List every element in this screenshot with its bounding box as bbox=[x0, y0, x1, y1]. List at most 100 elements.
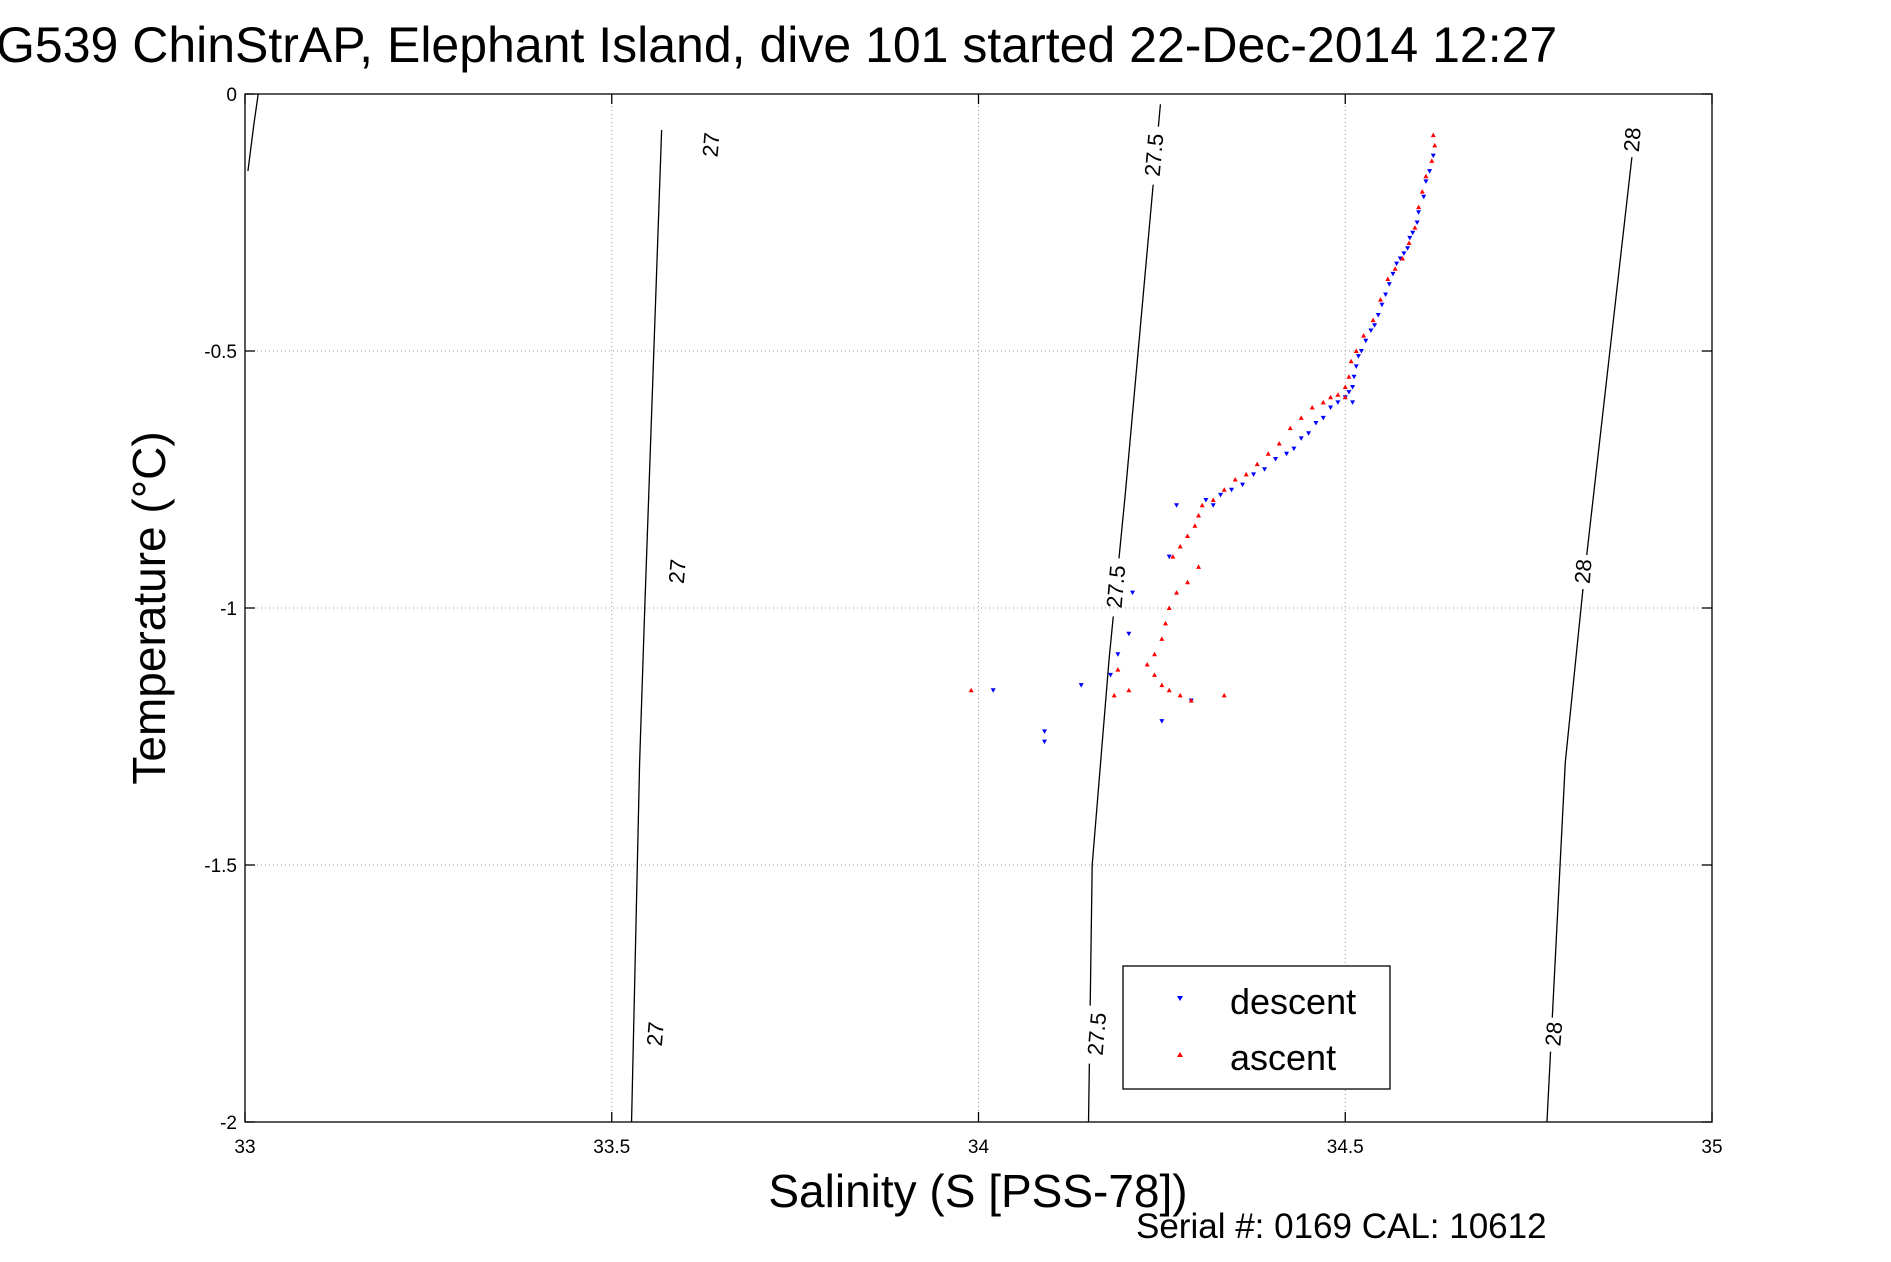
descent-point bbox=[1229, 487, 1235, 493]
isopycnal-label: 27 bbox=[698, 131, 725, 158]
series-descent bbox=[990, 153, 1436, 745]
ascent-point bbox=[1416, 204, 1422, 210]
ascent-point bbox=[1152, 672, 1158, 677]
ascent-point bbox=[1353, 348, 1359, 353]
descent-point bbox=[1410, 230, 1416, 236]
descent-point bbox=[1363, 338, 1369, 344]
ascent-point bbox=[1196, 564, 1202, 569]
descent-point bbox=[1273, 456, 1279, 462]
descent-point bbox=[1423, 179, 1429, 184]
descent-point bbox=[1166, 554, 1172, 560]
descent-point bbox=[1358, 349, 1364, 354]
ascent-point bbox=[1152, 651, 1158, 657]
x-axis-label: Salinity (S [PSS-78]) bbox=[768, 1165, 1187, 1217]
x-tick-label: 33 bbox=[234, 1137, 255, 1158]
legend-marker-ascent bbox=[1177, 1052, 1183, 1057]
x-tick-label: 35 bbox=[1701, 1137, 1722, 1158]
descent-point bbox=[1115, 652, 1121, 657]
descent-point bbox=[1353, 364, 1359, 369]
axis-ticks: 33 33.5 34 34.5 35 0 -0.5 -1 -1.5 -2 bbox=[204, 85, 1722, 1158]
grid-lines bbox=[245, 94, 1712, 1122]
y-tick-label: -1 bbox=[220, 599, 237, 620]
ascent-point bbox=[1243, 471, 1249, 477]
descent-point bbox=[1291, 446, 1297, 452]
descent-point bbox=[1251, 472, 1257, 477]
ascent-point bbox=[1254, 461, 1260, 467]
descent-point bbox=[1407, 235, 1413, 241]
density-contours: 27 27 27 27.5 27.5 27.5 28 28 28 bbox=[247, 93, 1646, 1123]
descent-point bbox=[1401, 251, 1407, 256]
isopycnal-label: 27.5 bbox=[1102, 564, 1131, 609]
ascent-point bbox=[1429, 158, 1435, 163]
ascent-point bbox=[1159, 636, 1165, 641]
descent-point bbox=[1218, 492, 1224, 498]
descent-point bbox=[1405, 246, 1411, 251]
ascent-point bbox=[1115, 667, 1121, 672]
descent-point bbox=[1126, 631, 1132, 637]
ascent-point bbox=[1232, 477, 1238, 482]
descent-point bbox=[1350, 400, 1356, 405]
ascent-point bbox=[1385, 276, 1391, 282]
descent-point bbox=[1306, 431, 1312, 436]
descent-point bbox=[1130, 590, 1136, 596]
descent-point bbox=[1078, 683, 1084, 688]
descent-point bbox=[1240, 482, 1246, 488]
isopycnal-line-1 bbox=[1087, 104, 1162, 1123]
descent-point bbox=[1346, 390, 1352, 395]
descent-point bbox=[1350, 384, 1356, 390]
descent-point bbox=[1284, 451, 1290, 457]
descent-point bbox=[1416, 210, 1422, 215]
ascent-point bbox=[1328, 394, 1334, 400]
x-tick-label: 34 bbox=[968, 1137, 990, 1158]
y-tick-label: -0.5 bbox=[204, 342, 237, 363]
descent-point bbox=[1421, 194, 1427, 200]
descent-point bbox=[1042, 729, 1048, 734]
x-tick-label: 34.5 bbox=[1327, 1137, 1364, 1158]
descent-point bbox=[1042, 739, 1048, 745]
ascent-point bbox=[1392, 266, 1398, 271]
descent-point bbox=[1159, 719, 1165, 724]
y-tick-label: -2 bbox=[220, 1113, 237, 1134]
descent-point bbox=[1430, 153, 1436, 159]
y-axis-label: Temperature (°C) bbox=[123, 431, 175, 784]
ascent-point bbox=[1199, 502, 1205, 508]
ascent-point bbox=[1174, 590, 1180, 595]
ascent-point bbox=[1177, 543, 1183, 549]
descent-point bbox=[1372, 323, 1378, 328]
ascent-point bbox=[1210, 497, 1216, 503]
ascent-point bbox=[1170, 554, 1176, 559]
descent-point bbox=[1313, 420, 1319, 426]
isopycnal-label: 27.5 bbox=[1140, 133, 1169, 178]
descent-point bbox=[1320, 415, 1326, 421]
legend-box bbox=[1122, 965, 1391, 1090]
descent-point bbox=[1355, 354, 1361, 359]
descent-point bbox=[1210, 503, 1216, 508]
ascent-point bbox=[1361, 333, 1367, 338]
ascent-point bbox=[1287, 425, 1293, 431]
ascent-point bbox=[1370, 317, 1376, 323]
ascent-point bbox=[1412, 225, 1418, 230]
isopycnal-line-2 bbox=[1546, 129, 1636, 1123]
descent-point bbox=[1390, 271, 1396, 277]
y-tick-label: 0 bbox=[226, 85, 237, 106]
descent-point bbox=[1335, 400, 1341, 405]
x-tick-label: 33.5 bbox=[593, 1137, 630, 1158]
isopycnal-label: 28 bbox=[1570, 558, 1597, 585]
descent-point bbox=[1414, 220, 1420, 225]
ascent-point bbox=[1163, 620, 1169, 626]
ascent-point bbox=[1430, 132, 1436, 138]
descent-point bbox=[990, 688, 996, 693]
ascent-point bbox=[1126, 687, 1132, 693]
ascent-point bbox=[968, 687, 974, 693]
descent-point bbox=[1397, 256, 1403, 261]
legend-label-descent: descent bbox=[1230, 981, 1356, 1022]
ascent-point bbox=[1166, 687, 1172, 693]
data-points bbox=[968, 132, 1438, 745]
isopycnal-label: 28 bbox=[1619, 126, 1646, 153]
legend-label-ascent: ascent bbox=[1230, 1037, 1336, 1078]
descent-point bbox=[1351, 374, 1357, 380]
ascent-point bbox=[1192, 523, 1198, 528]
ascent-point bbox=[1335, 392, 1341, 397]
ascent-point bbox=[1399, 255, 1405, 261]
ascent-point bbox=[1432, 142, 1438, 148]
